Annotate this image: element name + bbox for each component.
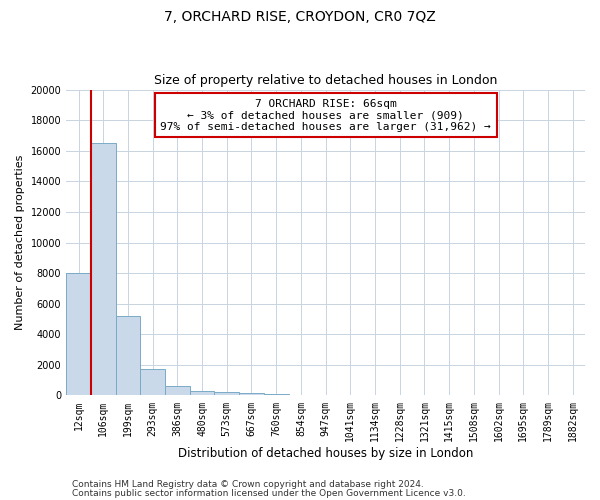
Bar [165,386,190,396]
Text: 7 ORCHARD RISE: 66sqm
← 3% of detached houses are smaller (909)
97% of semi-deta: 7 ORCHARD RISE: 66sqm ← 3% of detached h… [160,98,491,132]
Bar [66,273,91,396]
Y-axis label: Number of detached properties: Number of detached properties [15,155,25,330]
Text: 7, ORCHARD RISE, CROYDON, CR0 7QZ: 7, ORCHARD RISE, CROYDON, CR0 7QZ [164,10,436,24]
Title: Size of property relative to detached houses in London: Size of property relative to detached ho… [154,74,497,87]
Bar [190,391,214,396]
Bar [116,316,140,396]
X-axis label: Distribution of detached houses by size in London: Distribution of detached houses by size … [178,447,473,460]
Bar [140,370,165,396]
Bar [264,394,289,396]
Bar [239,393,264,396]
Bar [214,392,239,396]
Bar [91,143,116,396]
Text: Contains public sector information licensed under the Open Government Licence v3: Contains public sector information licen… [72,488,466,498]
Text: Contains HM Land Registry data © Crown copyright and database right 2024.: Contains HM Land Registry data © Crown c… [72,480,424,489]
